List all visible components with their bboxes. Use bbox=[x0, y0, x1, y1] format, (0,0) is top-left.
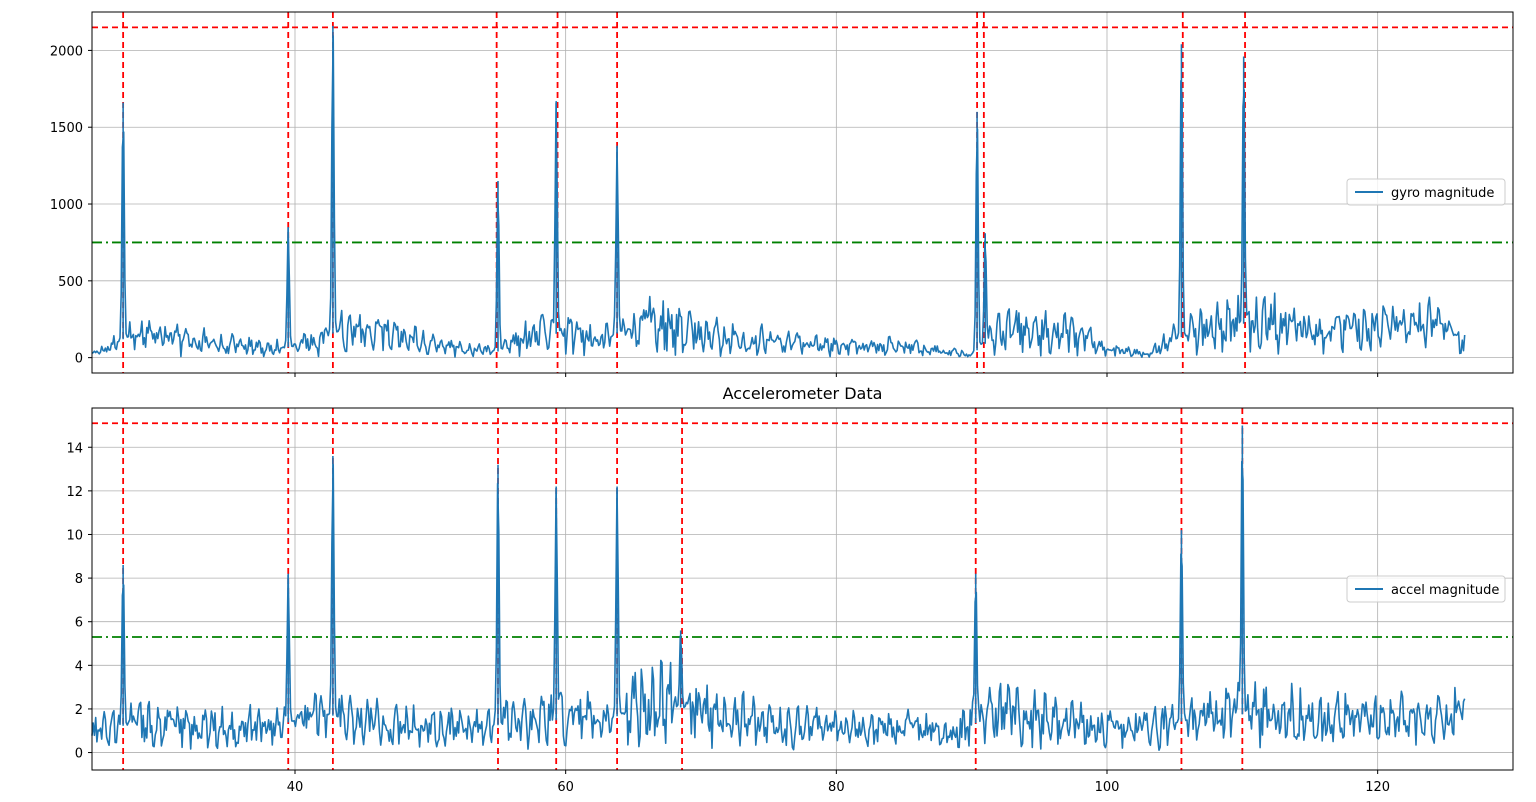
gyro-grid bbox=[92, 12, 1513, 373]
accel-x-tick-label: 40 bbox=[287, 780, 304, 795]
accel-y-tick-label: 8 bbox=[75, 572, 83, 587]
gyro-y-ticks: 0 500 1000 1500 2000 bbox=[50, 44, 92, 367]
gyro-legend: gyro magnitude bbox=[1346, 178, 1506, 206]
accel-y-tick-label: 4 bbox=[75, 659, 83, 674]
gyro-legend-box bbox=[1346, 178, 1506, 206]
accel-legend-box bbox=[1346, 575, 1506, 603]
gyro-y-tick-label: 1000 bbox=[50, 198, 83, 213]
gyro-peak-lines bbox=[92, 12, 1513, 373]
accel-legend: accel magnitude bbox=[1346, 575, 1506, 603]
accel-y-tick-label: 10 bbox=[66, 528, 83, 543]
gyro-y-tick-label: 0 bbox=[75, 352, 83, 367]
gyro-axes-frame bbox=[91, 11, 1514, 374]
accel-y-tick-label: 12 bbox=[66, 485, 83, 500]
accel-y-tick-label: 14 bbox=[66, 441, 83, 456]
gyro-legend-label: gyro magnitude bbox=[1391, 186, 1494, 201]
accel-x-tick-label: 120 bbox=[1365, 780, 1390, 795]
gyro-y-tick-label: 500 bbox=[58, 275, 83, 290]
accel-axes-frame bbox=[91, 407, 1514, 771]
accel-x-tick-label: 100 bbox=[1095, 780, 1120, 795]
gyro-magnitude-line bbox=[91, 35, 1466, 359]
accel-x-tick-label: 60 bbox=[557, 780, 574, 795]
gyro-series bbox=[91, 25, 1466, 359]
accel-y-tick-label: 6 bbox=[75, 616, 83, 631]
accel-x-ticks: 40 60 80 100 120 bbox=[287, 770, 1390, 795]
gyro-plot: 0 500 1000 1500 2000 gyro magnitude bbox=[50, 11, 1514, 377]
accel-grid bbox=[92, 408, 1513, 770]
gyro-x-ticks bbox=[294, 373, 1379, 377]
accel-x-tick-label: 80 bbox=[828, 780, 845, 795]
accel-legend-label: accel magnitude bbox=[1391, 583, 1499, 598]
gyro-y-tick-label: 1500 bbox=[50, 121, 83, 136]
accel-y-tick-label: 2 bbox=[75, 703, 83, 718]
accel-plot: Accelerometer Data 0 2 4 6 8 10 12 14 40 60 80 100… bbox=[66, 384, 1514, 795]
accel-series bbox=[91, 425, 1466, 752]
accel-y-ticks: 0 2 4 6 8 10 12 14 bbox=[66, 441, 92, 762]
accel-plot-title: Accelerometer Data bbox=[723, 384, 883, 403]
accel-magnitude-line bbox=[91, 460, 1466, 752]
gyro-y-tick-label: 2000 bbox=[50, 44, 83, 59]
accel-y-tick-label: 0 bbox=[75, 747, 83, 762]
